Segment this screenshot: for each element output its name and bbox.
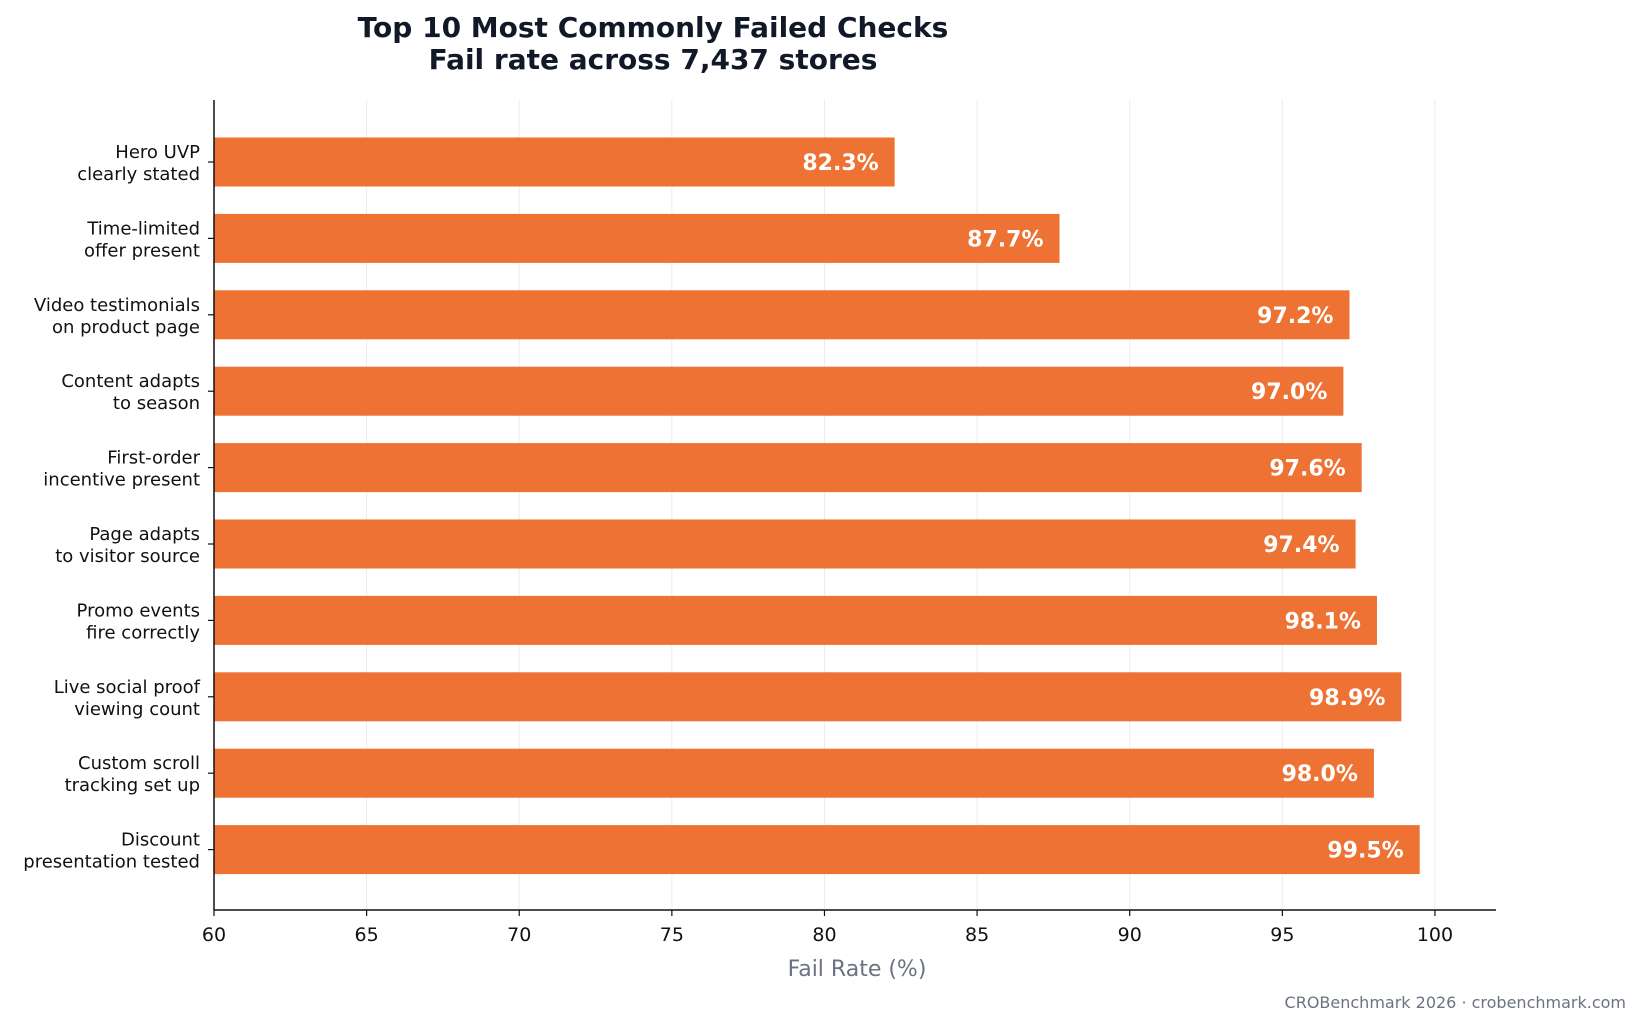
category-label: Page adapts to visitor source bbox=[55, 524, 200, 567]
category-label: Time-limited offer present bbox=[84, 218, 200, 261]
x-tick-label: 95 bbox=[1270, 924, 1294, 946]
category-label-line: viewing count bbox=[74, 699, 200, 720]
category-label-line: Video testimonials bbox=[34, 295, 200, 316]
x-tick-label: 85 bbox=[965, 924, 989, 946]
category-label-line: Content adapts bbox=[61, 371, 200, 392]
category-label-line: Live social proof bbox=[54, 677, 201, 698]
category-label: Content adapts to season bbox=[61, 371, 200, 414]
x-axis-label: Fail Rate (%) bbox=[788, 957, 927, 982]
bar bbox=[214, 672, 1402, 722]
x-tick-label: 80 bbox=[812, 924, 836, 946]
category-label-line: incentive present bbox=[43, 470, 200, 491]
x-tick-label: 90 bbox=[1118, 924, 1142, 946]
category-label-line: tracking set up bbox=[65, 775, 200, 796]
category-label-line: on product page bbox=[52, 317, 200, 338]
bar-value-label: 82.3% bbox=[802, 151, 878, 176]
category-label-line: Page adapts bbox=[89, 524, 200, 545]
bar-value-label: 87.7% bbox=[967, 227, 1043, 252]
bar-value-label: 97.0% bbox=[1251, 380, 1327, 405]
category-label-line: Custom scroll bbox=[78, 753, 200, 774]
category-label: Discount presentation tested bbox=[23, 830, 200, 873]
chart-title: Top 10 Most Commonly Failed Checks bbox=[358, 11, 949, 44]
category-label-line: to season bbox=[113, 393, 200, 414]
x-tick-label: 100 bbox=[1417, 924, 1453, 946]
category-label-line: to visitor source bbox=[55, 546, 200, 567]
bar bbox=[214, 366, 1344, 416]
category-label: Custom scroll tracking set up bbox=[65, 753, 200, 796]
chart-subtitle: Fail rate across 7,437 stores bbox=[429, 43, 878, 76]
category-label: First-order incentive present bbox=[43, 448, 200, 491]
category-label-line: offer present bbox=[84, 240, 200, 261]
bar-value-label: 98.1% bbox=[1285, 609, 1361, 634]
footer-credit: CROBenchmark 2026 · crobenchmark.com bbox=[1285, 993, 1626, 1012]
category-label-line: Discount bbox=[121, 830, 200, 851]
x-tick-label: 75 bbox=[660, 924, 684, 946]
bar-value-label: 98.0% bbox=[1282, 762, 1358, 787]
category-label-line: fire correctly bbox=[86, 622, 200, 643]
bar bbox=[214, 213, 1060, 263]
category-label: Live social proof viewing count bbox=[54, 677, 201, 720]
bar-value-label: 98.9% bbox=[1309, 686, 1385, 711]
category-label: Hero UVP clearly stated bbox=[77, 142, 200, 185]
category-label-line: Time-limited bbox=[86, 218, 200, 239]
category-label: Video testimonials on product page bbox=[34, 295, 200, 338]
bar bbox=[214, 443, 1362, 493]
x-tick-label: 60 bbox=[202, 924, 226, 946]
x-tick-label: 65 bbox=[355, 924, 379, 946]
bars: 82.3% 87.7% 97.2% 97.0% 97.6% 97.4% 98.1% 98.9%… bbox=[214, 137, 1420, 875]
category-label-line: First-order bbox=[107, 448, 200, 469]
axes: 60 65 70 75 80 85 90 95 100 Hero UVP clearly state… bbox=[23, 100, 1496, 946]
bar bbox=[214, 825, 1420, 875]
bar-value-label: 99.5% bbox=[1327, 839, 1403, 864]
category-label-line: presentation tested bbox=[23, 852, 200, 873]
bar bbox=[214, 519, 1356, 569]
bar-value-label: 97.2% bbox=[1257, 304, 1333, 329]
category-label-line: Hero UVP bbox=[115, 142, 200, 163]
category-label-line: Promo events bbox=[77, 600, 200, 621]
category-label-line: clearly stated bbox=[77, 164, 200, 185]
bar-value-label: 97.4% bbox=[1263, 533, 1339, 558]
bar bbox=[214, 748, 1374, 798]
bar-value-label: 97.6% bbox=[1269, 457, 1345, 482]
x-tick-label: 70 bbox=[507, 924, 531, 946]
category-label: Promo events fire correctly bbox=[77, 600, 201, 643]
bar bbox=[214, 595, 1377, 645]
bar bbox=[214, 137, 895, 187]
bar bbox=[214, 290, 1350, 340]
